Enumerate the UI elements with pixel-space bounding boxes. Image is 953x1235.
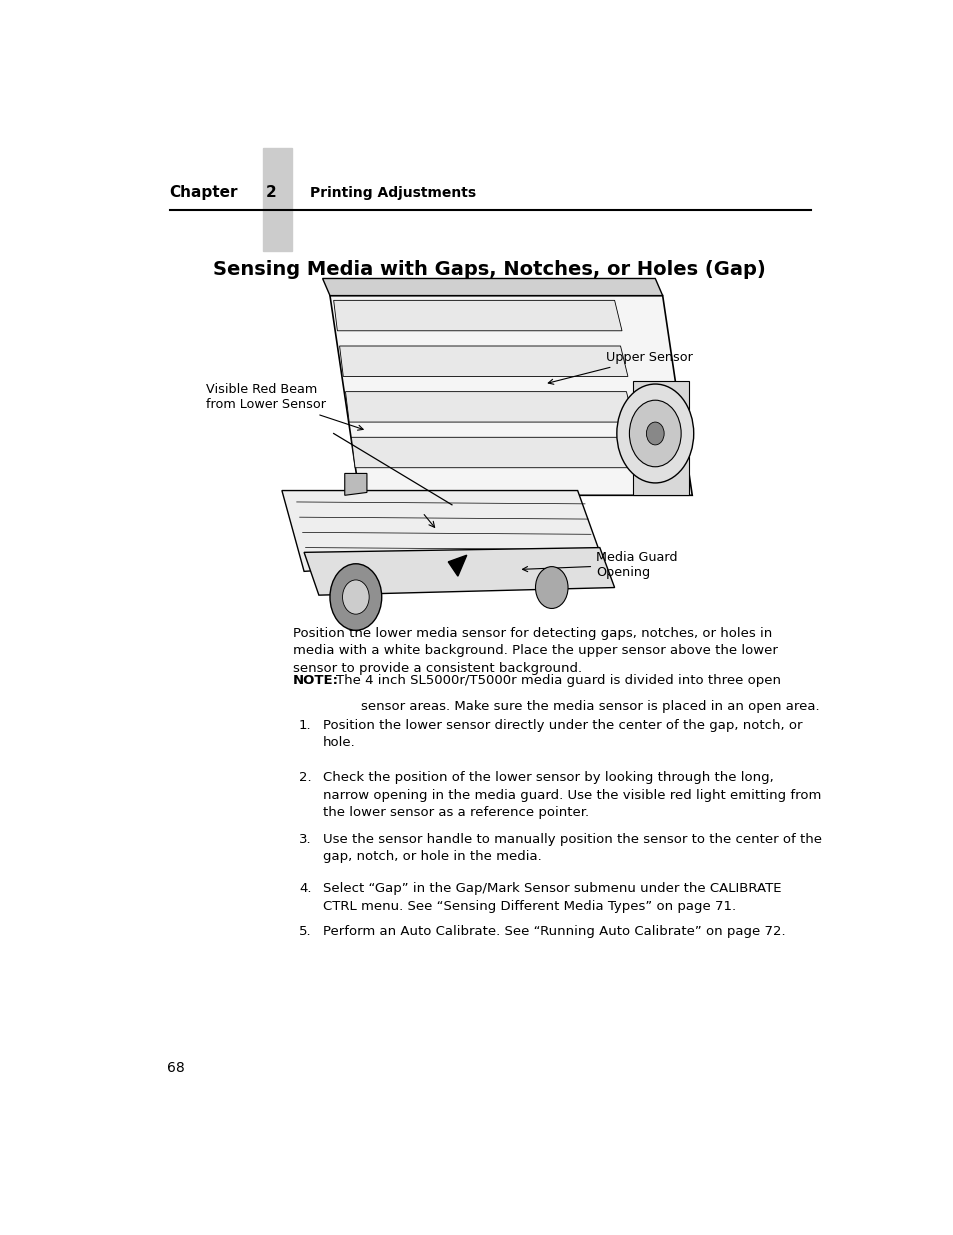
Text: Perform an Auto Calibrate. See “Running Auto Calibrate” on page 72.: Perform an Auto Calibrate. See “Running … (322, 925, 784, 939)
Circle shape (330, 563, 381, 630)
Bar (633, 382, 688, 495)
Text: Chapter: Chapter (170, 184, 238, 200)
Circle shape (342, 580, 369, 614)
Polygon shape (448, 556, 466, 576)
Text: Printing Adjustments: Printing Adjustments (310, 185, 476, 200)
Circle shape (617, 384, 693, 483)
Polygon shape (339, 346, 627, 377)
Text: Check the position of the lower sensor by looking through the long,
narrow openi: Check the position of the lower sensor b… (322, 771, 821, 819)
Polygon shape (322, 278, 662, 295)
Text: NOTE:: NOTE: (293, 674, 338, 687)
Polygon shape (330, 295, 692, 495)
Text: Upper Sensor: Upper Sensor (548, 351, 692, 384)
Bar (263, 148, 292, 251)
Text: 68: 68 (167, 1061, 185, 1076)
Text: Media Guard
Opening: Media Guard Opening (522, 551, 677, 579)
Text: 4.: 4. (298, 882, 311, 895)
Text: 3.: 3. (298, 832, 312, 846)
Polygon shape (334, 300, 621, 331)
Polygon shape (345, 391, 633, 422)
Text: Sensing Media with Gaps, Notches, or Holes (Gap): Sensing Media with Gaps, Notches, or Hol… (213, 261, 764, 279)
Text: 2: 2 (265, 184, 276, 200)
Polygon shape (351, 437, 639, 468)
Text: Use the sensor handle to manually position the sensor to the center of the
gap, : Use the sensor handle to manually positi… (322, 832, 821, 863)
Polygon shape (344, 473, 367, 495)
Polygon shape (282, 490, 599, 572)
Text: The 4 inch SL5000r/T5000r media guard is divided into three open: The 4 inch SL5000r/T5000r media guard is… (335, 674, 781, 687)
Text: Position the lower media sensor for detecting gaps, notches, or holes in
media w: Position the lower media sensor for dete… (293, 626, 777, 674)
Circle shape (535, 567, 567, 609)
Polygon shape (304, 547, 614, 595)
Circle shape (629, 400, 680, 467)
Text: sensor areas. Make sure the media sensor is placed in an open area.: sensor areas. Make sure the media sensor… (360, 700, 819, 713)
Text: 5.: 5. (298, 925, 312, 939)
Text: Visible Red Beam
from Lower Sensor: Visible Red Beam from Lower Sensor (206, 383, 363, 430)
Text: Select “Gap” in the Gap/Mark Sensor submenu under the CALIBRATE
CTRL menu. See “: Select “Gap” in the Gap/Mark Sensor subm… (322, 882, 781, 913)
Circle shape (646, 422, 663, 445)
Text: Position the lower sensor directly under the center of the gap, notch, or
hole.: Position the lower sensor directly under… (322, 719, 801, 750)
Text: 1.: 1. (298, 719, 312, 732)
Text: 2.: 2. (298, 771, 312, 784)
